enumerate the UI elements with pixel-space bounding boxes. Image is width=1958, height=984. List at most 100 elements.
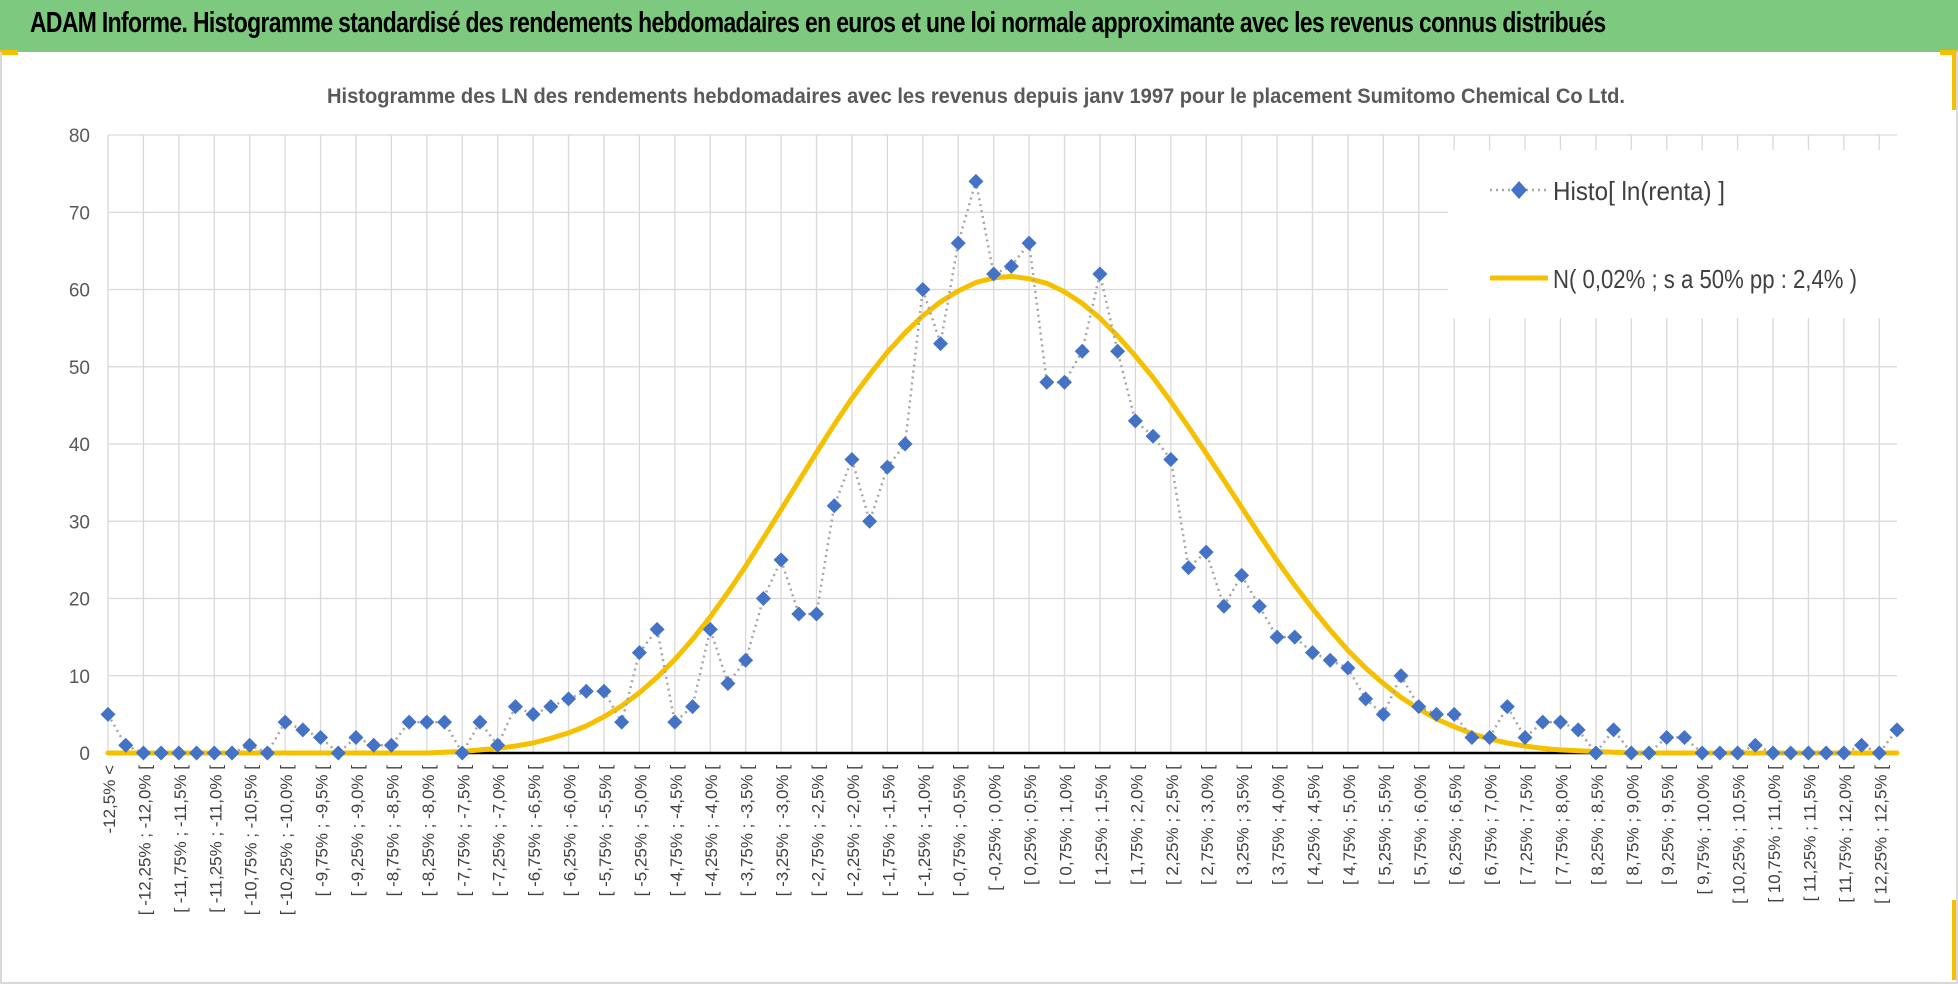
chart-title: Histogramme des LN des rendements hebdom…: [327, 85, 1625, 108]
histogram-point: [614, 714, 630, 730]
x-tick-label: [ 5,75% ; 6,0% [: [1411, 765, 1430, 885]
histogram-point: [1393, 668, 1409, 684]
histogram-point: [171, 745, 187, 761]
x-tick-label: [ 0,25% ; 0,5% [: [1021, 765, 1040, 885]
x-tick-label: [ -6,75% ; -6,5% [: [525, 765, 544, 897]
x-tick-label: [ 2,25% ; 2,5% [: [1163, 765, 1182, 885]
histogram-point: [791, 606, 807, 622]
histogram-point: [738, 652, 754, 668]
histogram-point: [1800, 745, 1816, 761]
histogram-point: [383, 737, 399, 753]
histogram-point: [472, 714, 488, 730]
x-tick-label: [ 4,75% ; 5,0% [: [1340, 765, 1359, 885]
x-tick-label: [ 11,75% ; 12,0% [: [1836, 765, 1855, 903]
y-tick-label: 80: [69, 126, 90, 147]
histogram-point: [1641, 745, 1657, 761]
x-axis: -12,5% < [ -12,25% ; -12,0% [[ -11,75% ; …: [100, 751, 1897, 915]
histogram-point: [525, 706, 541, 722]
y-tick-label: 10: [69, 667, 90, 688]
histogram-point: [1039, 374, 1055, 390]
histogram-point: [1304, 645, 1320, 661]
legend-background: [1448, 150, 1940, 318]
histogram-point: [1499, 699, 1515, 715]
histogram-point: [330, 745, 346, 761]
y-tick-label: 60: [69, 281, 90, 302]
x-tick-label: [ -2,75% ; -2,5% [: [809, 765, 828, 897]
x-tick-label: [ -6,25% ; -6,0% [: [561, 765, 580, 897]
histogram-point: [1127, 413, 1143, 429]
corner-accent-left: [0, 50, 18, 55]
histogram-point: [1464, 730, 1480, 746]
histogram-point: [313, 730, 329, 746]
y-tick-label: 70: [69, 203, 90, 224]
histogram-point: [649, 621, 665, 637]
histogram-point: [1552, 714, 1568, 730]
histogram-point: [1411, 699, 1427, 715]
histogram-point: [135, 745, 151, 761]
x-tick-label: [ -0,75% ; -0,5% [: [950, 765, 969, 897]
corner-accent-bottom-right: [1952, 900, 1957, 980]
x-tick-label: [ -9,75% ; -9,5% [: [313, 765, 332, 897]
x-tick-label: [ 8,75% ; 9,0% [: [1623, 765, 1642, 885]
histogram-point: [596, 683, 612, 699]
x-tick-label: [ 6,75% ; 7,0% [: [1482, 765, 1501, 885]
histogram-point: [1269, 629, 1285, 645]
histogram-point: [419, 714, 435, 730]
histogram-point: [277, 714, 293, 730]
histogram-point: [1287, 629, 1303, 645]
histogram-point: [561, 691, 577, 707]
x-tick-label: [ 8,25% ; 8,5% [: [1588, 765, 1607, 885]
x-tick-label: [ 10,75% ; 11,0% [: [1765, 765, 1784, 903]
histogram-point: [259, 745, 275, 761]
histogram-series: [100, 173, 1905, 761]
histogram-point: [1570, 722, 1586, 738]
histogram-point: [933, 336, 949, 352]
histogram-point: [366, 737, 382, 753]
legend: Histo[ ln(renta) ] N( 0,02% ; s a 50% pp…: [1448, 150, 1940, 318]
histogram-point: [1074, 343, 1090, 359]
chart-frame: [0, 52, 1958, 984]
histogram-point: [1180, 560, 1196, 576]
x-tick-label: [ -9,25% ; -9,0% [: [348, 765, 367, 897]
x-tick-label: [ -8,25% ; -8,0% [: [419, 765, 438, 897]
histogram-point: [1234, 567, 1250, 583]
histogram-point: [1021, 235, 1037, 251]
histogram-point: [206, 745, 222, 761]
y-tick-label: 20: [69, 590, 90, 611]
x-tick-label: [ 2,75% ; 3,0% [: [1198, 765, 1217, 885]
legend-label-histo: Histo[ ln(renta) ]: [1553, 176, 1725, 206]
x-tick-label: [ 11,25% ; 11,5% [: [1800, 765, 1819, 902]
histogram-point: [490, 737, 506, 753]
normal-curve-series: [105, 273, 1900, 756]
x-tick-label: [ -1,75% ; -1,5% [: [879, 765, 898, 897]
histogram-point: [986, 266, 1002, 282]
page-title: ADAM Informe. Histogramme standardisé de…: [30, 7, 1606, 39]
histogram-point: [1198, 544, 1214, 560]
histogram-point: [1889, 722, 1905, 738]
histogram-point: [1535, 714, 1551, 730]
histogram-point: [1712, 745, 1728, 761]
histogram-point: [1606, 722, 1622, 738]
histogram-point: [826, 498, 842, 514]
histogram-point: [1854, 737, 1870, 753]
x-tick-label: [ 1,25% ; 1,5% [: [1092, 765, 1111, 885]
histogram-point: [1783, 745, 1799, 761]
x-tick-label: [ -5,25% ; -5,0% [: [631, 765, 650, 897]
histogram-point: [685, 699, 701, 715]
histogram-point: [1340, 660, 1356, 676]
x-tick-label: [ -7,75% ; -7,5% [: [454, 765, 473, 897]
x-tick-label: [ -2,25% ; -2,0% [: [844, 765, 863, 897]
y-axis: 0 10 20 30 40 50 60 70 80: [69, 126, 90, 765]
histogram-point: [1375, 706, 1391, 722]
x-tick-label: [ -11,25% ; -11,0% [: [206, 765, 225, 913]
histogram-point: [950, 235, 966, 251]
histogram-point: [348, 730, 364, 746]
histogram-point: [543, 699, 559, 715]
histogram-point: [1358, 691, 1374, 707]
x-tick-label: [ -8,75% ; -8,5% [: [383, 765, 402, 897]
histogram-point: [1871, 745, 1887, 761]
histogram-point: [667, 714, 683, 730]
x-tick-label: [ -4,25% ; -4,0% [: [702, 765, 721, 897]
x-tick-label: [ -3,25% ; -3,0% [: [773, 765, 792, 897]
x-tick-label: [ 12,25% ; 12,5% [: [1871, 765, 1890, 904]
